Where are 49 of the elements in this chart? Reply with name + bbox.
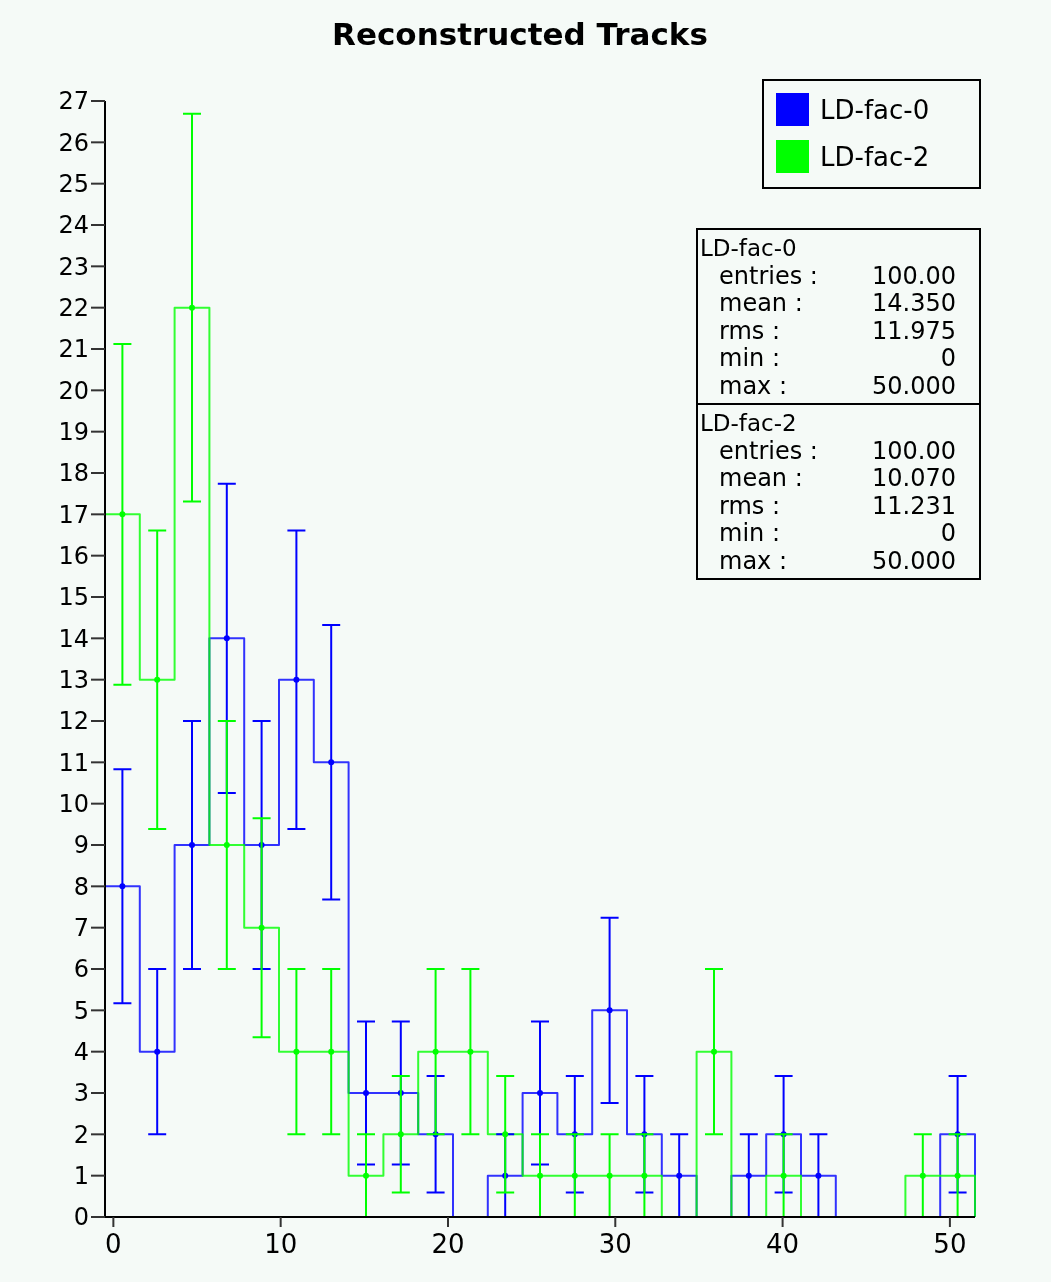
text: rms : 11.231 (719, 491, 956, 520)
text: min : 0 (719, 344, 956, 373)
x-tick-label: 10 (264, 1229, 298, 1259)
y-tick-label: 19 (58, 418, 89, 447)
y-tick-label: 16 (58, 542, 89, 571)
legend-label: LD-fac-2 (820, 142, 930, 173)
text: mean : 14.350 (719, 289, 956, 318)
y-tick-label: 8 (73, 872, 89, 901)
text: entries : 100.00 (719, 261, 956, 290)
y-tick-label: 22 (58, 294, 89, 323)
y-tick-label: 6 (73, 955, 89, 984)
text: mean : 10.070 (719, 464, 956, 493)
y-tick-label: 9 (73, 831, 89, 860)
y-tick-label: 25 (58, 170, 89, 199)
y-tick-label: 20 (58, 376, 89, 405)
y-tick-label: 4 (73, 1038, 89, 1067)
x-tick-label: 50 (933, 1229, 967, 1259)
text: max : 50.000 (719, 371, 956, 400)
y-tick-label: 17 (58, 500, 89, 529)
legend-label: LD-fac-0 (820, 95, 930, 126)
y-tick-label: 18 (58, 459, 89, 488)
annotation: LD-fac-2 (700, 409, 797, 436)
y-tick-label: 2 (73, 1120, 89, 1149)
y-tick-label: 15 (58, 583, 89, 612)
y-tick-label: 10 (58, 790, 89, 819)
text: min : 0 (719, 519, 956, 548)
y-tick-label: 5 (73, 996, 89, 1025)
text: rms : 11.975 (719, 316, 956, 345)
x-tick-label: 30 (598, 1229, 632, 1259)
text: max : 50.000 (719, 546, 956, 575)
y-tick-label: 13 (58, 666, 89, 695)
x-tick-label: 20 (431, 1229, 465, 1259)
chart-title: Reconstructed Tracks (332, 16, 708, 52)
y-tick-label: 1 (73, 1162, 89, 1191)
y-tick-label: 26 (58, 128, 89, 157)
y-tick-label: 24 (58, 211, 89, 240)
y-tick-label: 11 (58, 748, 89, 777)
y-tick-label: 3 (73, 1079, 89, 1108)
y-tick-label: 21 (58, 335, 89, 364)
y-tick-label: 7 (73, 914, 89, 943)
y-tick-label: 14 (58, 624, 89, 653)
x-tick-label: 40 (766, 1229, 800, 1259)
y-tick-label: 0 (73, 1203, 89, 1232)
text: entries : 100.00 (719, 436, 956, 465)
y-tick-label: 23 (58, 252, 89, 281)
y-tick-label: 12 (58, 707, 89, 736)
annotation: LD-fac-0 (700, 234, 797, 261)
y-tick-label: 27 (58, 87, 89, 116)
x-tick-label: 0 (105, 1229, 122, 1259)
